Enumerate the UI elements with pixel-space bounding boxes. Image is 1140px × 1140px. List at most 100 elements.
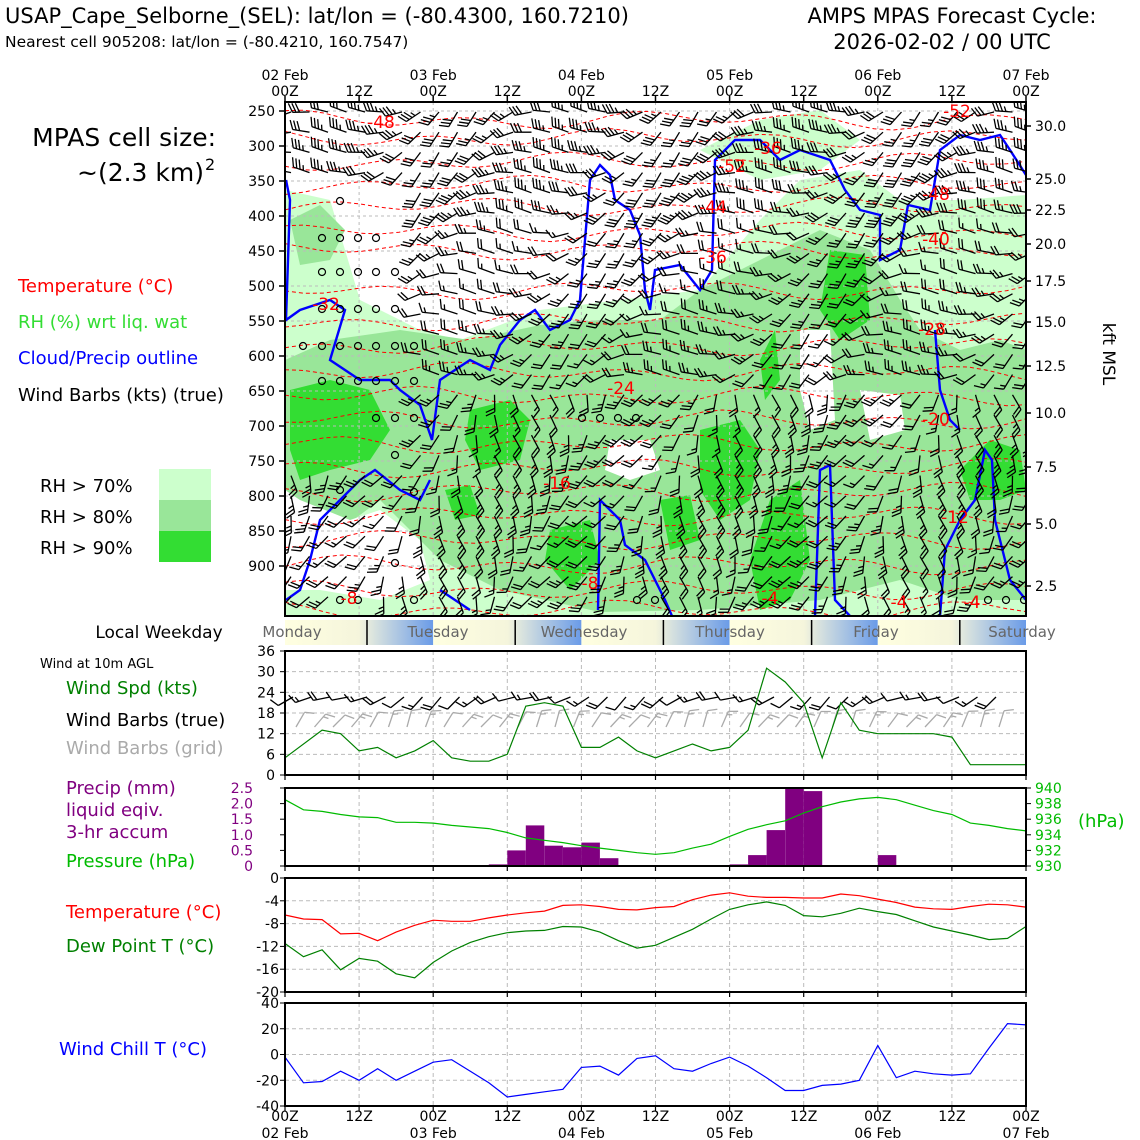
barb-flag	[987, 512, 997, 519]
barb-flag	[327, 502, 338, 507]
wind-barb-true-33	[880, 692, 904, 702]
upper-barb-333	[1008, 273, 1026, 285]
upper-barb-119	[952, 145, 976, 156]
barb-half	[974, 407, 980, 412]
upper-barb-189	[864, 192, 884, 209]
barb-flag	[920, 278, 924, 289]
wind-barb-grid-10	[480, 714, 503, 728]
cell-size-line2: ~(2.3 km)	[77, 158, 204, 187]
barb-flag	[995, 449, 1003, 459]
barb-flag	[292, 546, 303, 549]
upper-barb-728	[519, 515, 533, 537]
barb-flag	[516, 122, 523, 133]
barb-half	[815, 561, 822, 565]
barb-flag	[770, 273, 779, 281]
upper-barb-279	[638, 252, 662, 265]
upper-barb-200	[434, 211, 458, 223]
barb-flag	[474, 135, 485, 142]
barb-staff	[924, 714, 938, 728]
barb-flag	[601, 712, 612, 716]
upper-barb-47	[378, 129, 403, 141]
barb-flag	[761, 512, 772, 517]
upper-barb-823	[768, 555, 791, 569]
upper-barb-193	[934, 184, 958, 196]
top-hour-label-1: 12Z	[345, 84, 372, 100]
barb-flag	[513, 218, 516, 229]
barb-half	[442, 285, 445, 292]
upper-barb-5	[362, 102, 384, 113]
barb-flag	[995, 156, 998, 167]
barb-flag	[880, 423, 891, 429]
calm-circle-30	[409, 413, 419, 423]
barb-flag	[735, 143, 741, 153]
barb-flag	[583, 523, 594, 529]
barb-flag	[516, 159, 520, 169]
barb-flag	[418, 302, 423, 313]
barb-half	[976, 484, 981, 489]
barb-flag	[610, 572, 620, 576]
barb-flag	[566, 700, 576, 707]
barb-half	[302, 165, 305, 171]
barb-flag	[443, 340, 446, 351]
barb-half	[1027, 445, 1032, 447]
upper-barb-795	[992, 535, 1014, 551]
barb-flag	[345, 480, 356, 486]
barb-flag	[866, 202, 877, 206]
barb-flag	[439, 338, 443, 349]
calm-circle-11	[335, 304, 345, 314]
barb-flag	[679, 408, 690, 411]
upper-barb-228	[957, 198, 976, 214]
upper-barb-478	[582, 374, 606, 383]
barb-flag	[994, 137, 997, 148]
barb-flag	[643, 221, 654, 225]
barb-half	[868, 463, 875, 467]
barb-half	[699, 544, 704, 550]
barb-staff	[330, 126, 347, 133]
barb-flag	[457, 259, 461, 270]
upper-barb-685	[493, 495, 504, 519]
barb-half	[553, 542, 559, 546]
barb-half	[476, 504, 482, 510]
barb-flag	[829, 194, 839, 200]
barb-flag	[921, 121, 932, 125]
barb-half	[1024, 124, 1026, 130]
barb-flag	[738, 179, 742, 190]
upper-barb-530	[922, 394, 940, 412]
barb-flag	[886, 179, 897, 182]
wind-barb-grid-19	[646, 712, 668, 728]
barb-flag	[494, 507, 502, 516]
barb-flag	[526, 271, 535, 280]
barb-flag	[397, 308, 405, 318]
barb-flag	[886, 340, 890, 351]
barb-flag	[903, 121, 913, 125]
barb-flag	[977, 469, 985, 479]
barb-flag	[645, 199, 656, 203]
upper-barb-67	[751, 120, 773, 133]
barb-flag	[520, 199, 523, 210]
barb-flag	[757, 158, 760, 169]
calm-circle-28	[371, 413, 381, 423]
barb-flag	[826, 547, 837, 551]
wind-barb-true-16	[566, 696, 590, 707]
barb-flag	[864, 325, 871, 336]
barb-staff	[995, 127, 1013, 133]
upper-barb-516	[658, 394, 680, 408]
upper-barb-453	[730, 353, 754, 365]
barb-flag	[881, 270, 890, 279]
upper-barb-748	[894, 515, 905, 539]
barb-flag	[751, 120, 756, 131]
barb-flag	[416, 572, 426, 580]
upper-barb-459	[841, 348, 865, 358]
upper-barb-793	[967, 536, 978, 559]
barb-flag	[489, 355, 499, 363]
barb-flag	[775, 118, 779, 129]
upper-barb-691	[583, 495, 606, 508]
upper-barb-133	[453, 172, 477, 183]
barb-flag	[495, 217, 498, 228]
upper-barb-515	[638, 394, 662, 407]
upper-barb-104	[678, 152, 699, 167]
barb-half	[816, 280, 823, 283]
barb-flag	[938, 118, 949, 123]
barb-flag	[992, 547, 1003, 551]
upper-barb-497	[933, 370, 958, 380]
